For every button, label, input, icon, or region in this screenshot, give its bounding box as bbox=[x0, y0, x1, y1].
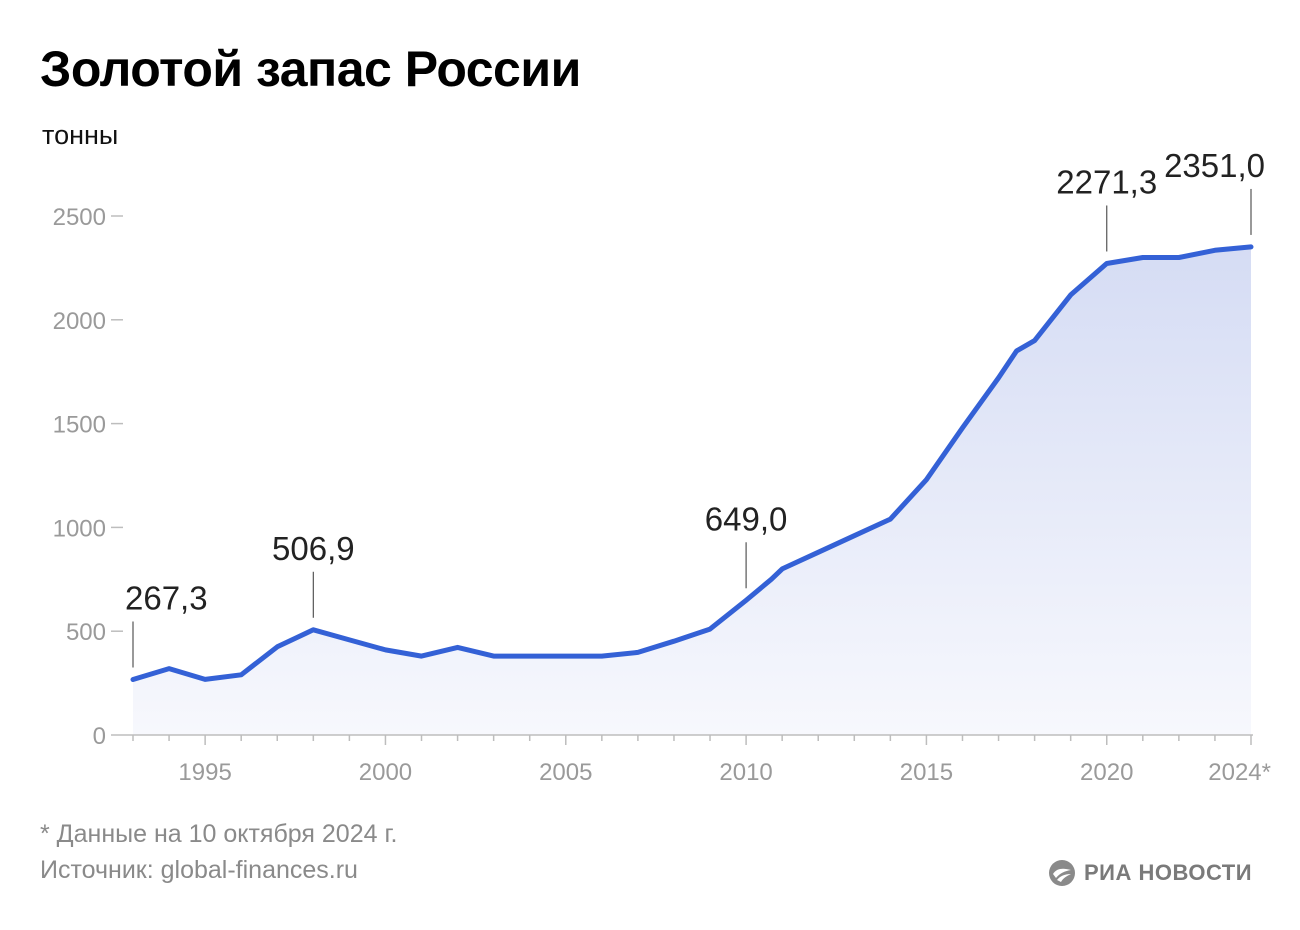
chart-title: Золотой запас России bbox=[40, 41, 581, 97]
source-note: Источник: global-finances.ru bbox=[40, 856, 358, 884]
x-tick-label: 2010 bbox=[719, 759, 772, 786]
data-label: 2271,3 bbox=[1056, 163, 1157, 200]
x-tick-label: 2020 bbox=[1080, 759, 1133, 786]
x-tick-label: 2015 bbox=[900, 759, 953, 786]
ria-logo-icon bbox=[1049, 860, 1075, 886]
y-tick-label: 500 bbox=[66, 619, 106, 646]
x-tick-label: 2024* bbox=[1208, 759, 1271, 786]
axis-layer: 0 500 1000 1500 2000 2500 1995 2000 2005 2010 2015… bbox=[53, 204, 1271, 786]
y-tick-label: 0 bbox=[93, 723, 106, 750]
footnote: * Данные на 10 октября 2024 г. bbox=[40, 820, 398, 848]
x-tick-label: 2000 bbox=[359, 759, 412, 786]
area-fill bbox=[133, 246, 1251, 735]
y-tick-label: 2000 bbox=[53, 308, 106, 335]
data-label: 649,0 bbox=[705, 500, 788, 537]
annotation-layer: 267,3 506,9 649,0 2271,3 2351,0 bbox=[125, 147, 1265, 668]
area-layer bbox=[133, 246, 1251, 735]
ria-logo-text: РИА НОВОСТИ bbox=[1084, 860, 1253, 885]
series-line bbox=[130, 244, 1254, 682]
y-tick-label: 1000 bbox=[53, 515, 106, 542]
ria-logo: РИА НОВОСТИ bbox=[1048, 858, 1252, 888]
unit-label: тонны bbox=[42, 120, 119, 150]
line-layer bbox=[130, 244, 1254, 682]
y-tick-label: 1500 bbox=[53, 412, 106, 439]
data-label: 267,3 bbox=[125, 580, 208, 617]
x-tick-label: 2005 bbox=[539, 759, 592, 786]
data-label: 506,9 bbox=[272, 530, 355, 567]
y-tick-label: 2500 bbox=[53, 204, 106, 231]
x-tick-label: 1995 bbox=[178, 759, 231, 786]
data-label: 2351,0 bbox=[1164, 147, 1265, 184]
